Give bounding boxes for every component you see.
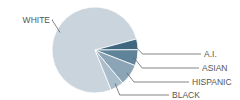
leader-line <box>134 45 201 54</box>
chart: WHITE A.I. ASIAN HISPANIC BLACK <box>0 0 240 100</box>
slice-label: ASIAN <box>202 63 228 73</box>
leader-line <box>133 57 199 68</box>
pie-slice <box>95 50 123 90</box>
leader-line <box>127 73 189 82</box>
pie-slice <box>95 39 138 50</box>
leader-line <box>52 20 60 33</box>
slice-label: BLACK <box>172 90 200 100</box>
leader-line <box>115 83 169 95</box>
slice-label: HISPANIC <box>192 77 232 87</box>
slice-label: A.I. <box>204 49 217 59</box>
slice-label: WHITE <box>23 15 51 25</box>
